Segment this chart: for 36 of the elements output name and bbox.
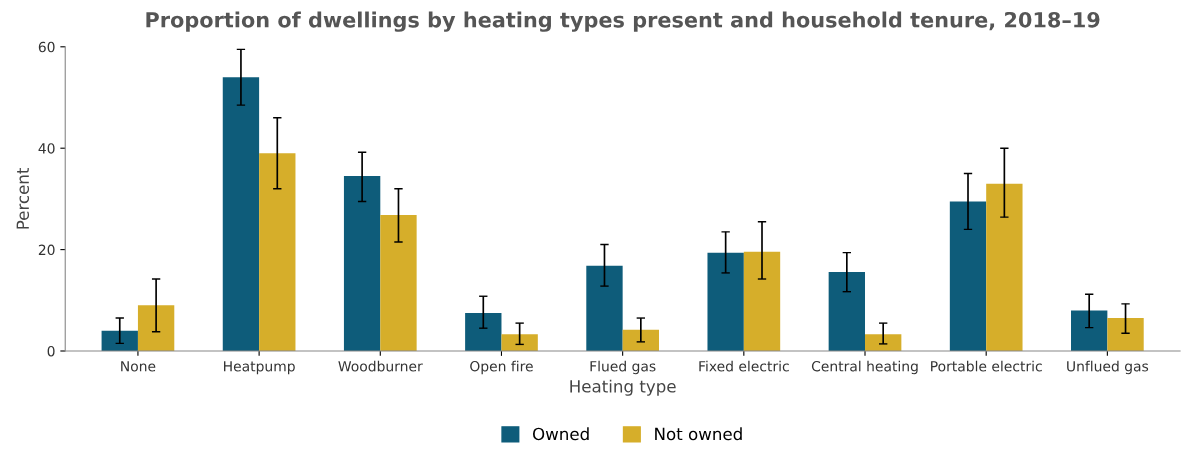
bar <box>222 77 260 351</box>
y-tick-label: 60 <box>38 41 55 53</box>
x-tick-label: Portable electric <box>931 360 1042 372</box>
bar <box>986 183 1023 351</box>
bar <box>465 312 502 351</box>
bar <box>343 176 381 351</box>
bar <box>865 334 902 351</box>
legend-label: Not owned <box>655 427 742 441</box>
bar <box>101 330 138 351</box>
x-tick-label: Fixed electric <box>699 360 789 372</box>
y-tick-label: 0 <box>47 345 55 357</box>
x-tick-label: Woodburner <box>338 360 423 372</box>
bar <box>259 153 296 351</box>
bar <box>137 305 175 351</box>
bar <box>707 252 744 351</box>
bar <box>380 215 417 351</box>
x-tick-label: Heatpump <box>224 361 295 375</box>
bar <box>586 265 623 351</box>
x-tick-label: None <box>121 361 156 372</box>
bar <box>622 329 659 351</box>
y-tick-label: 40 <box>38 143 55 154</box>
bar <box>501 334 538 351</box>
x-tick-label: Central heating <box>811 360 918 375</box>
bar <box>1107 318 1144 351</box>
y-tick-label: 20 <box>38 244 55 256</box>
bar <box>828 271 866 351</box>
x-tick-label: Unflued gas <box>1067 360 1149 375</box>
x-tick-label: Flued gas <box>590 360 656 375</box>
bar <box>1071 310 1108 351</box>
bar <box>949 201 987 351</box>
x-tick-label: Open fire <box>470 360 533 375</box>
y-axis-title: Percent <box>16 167 30 229</box>
x-axis-title: Heating type <box>570 379 676 396</box>
bar <box>743 251 781 351</box>
chart-title: Proportion of dwellings by heating types present and household tenure, 2018–19 <box>146 11 1100 32</box>
legend-label: Owned <box>532 427 589 441</box>
